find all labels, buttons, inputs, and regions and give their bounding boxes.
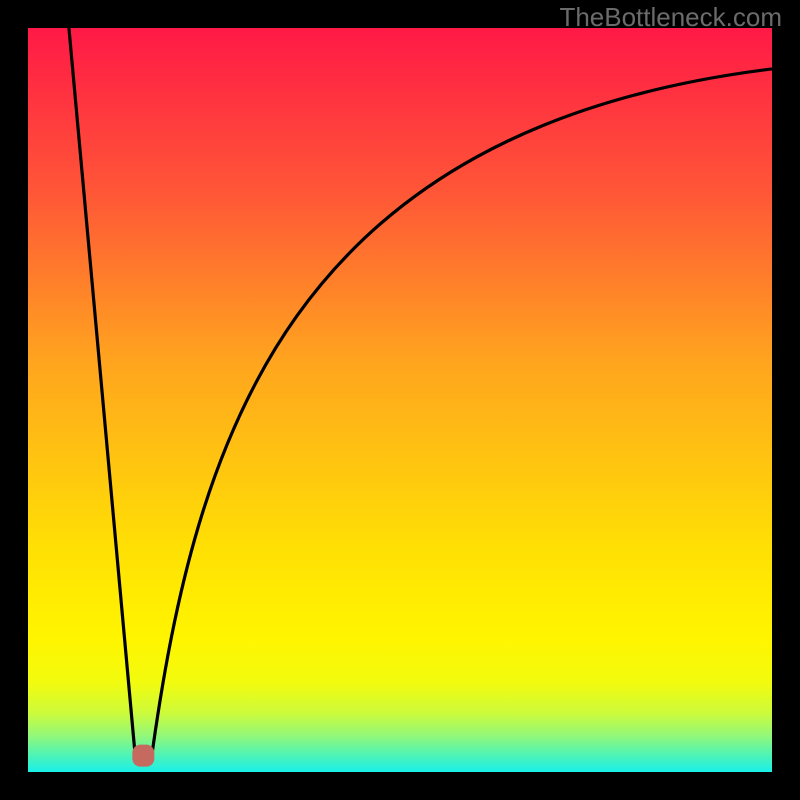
optimal-point-marker [132, 745, 154, 767]
gradient-background [28, 28, 772, 772]
watermark-text: TheBottleneck.com [559, 2, 782, 33]
bottleneck-chart [28, 28, 772, 772]
plot-frame [28, 28, 772, 772]
